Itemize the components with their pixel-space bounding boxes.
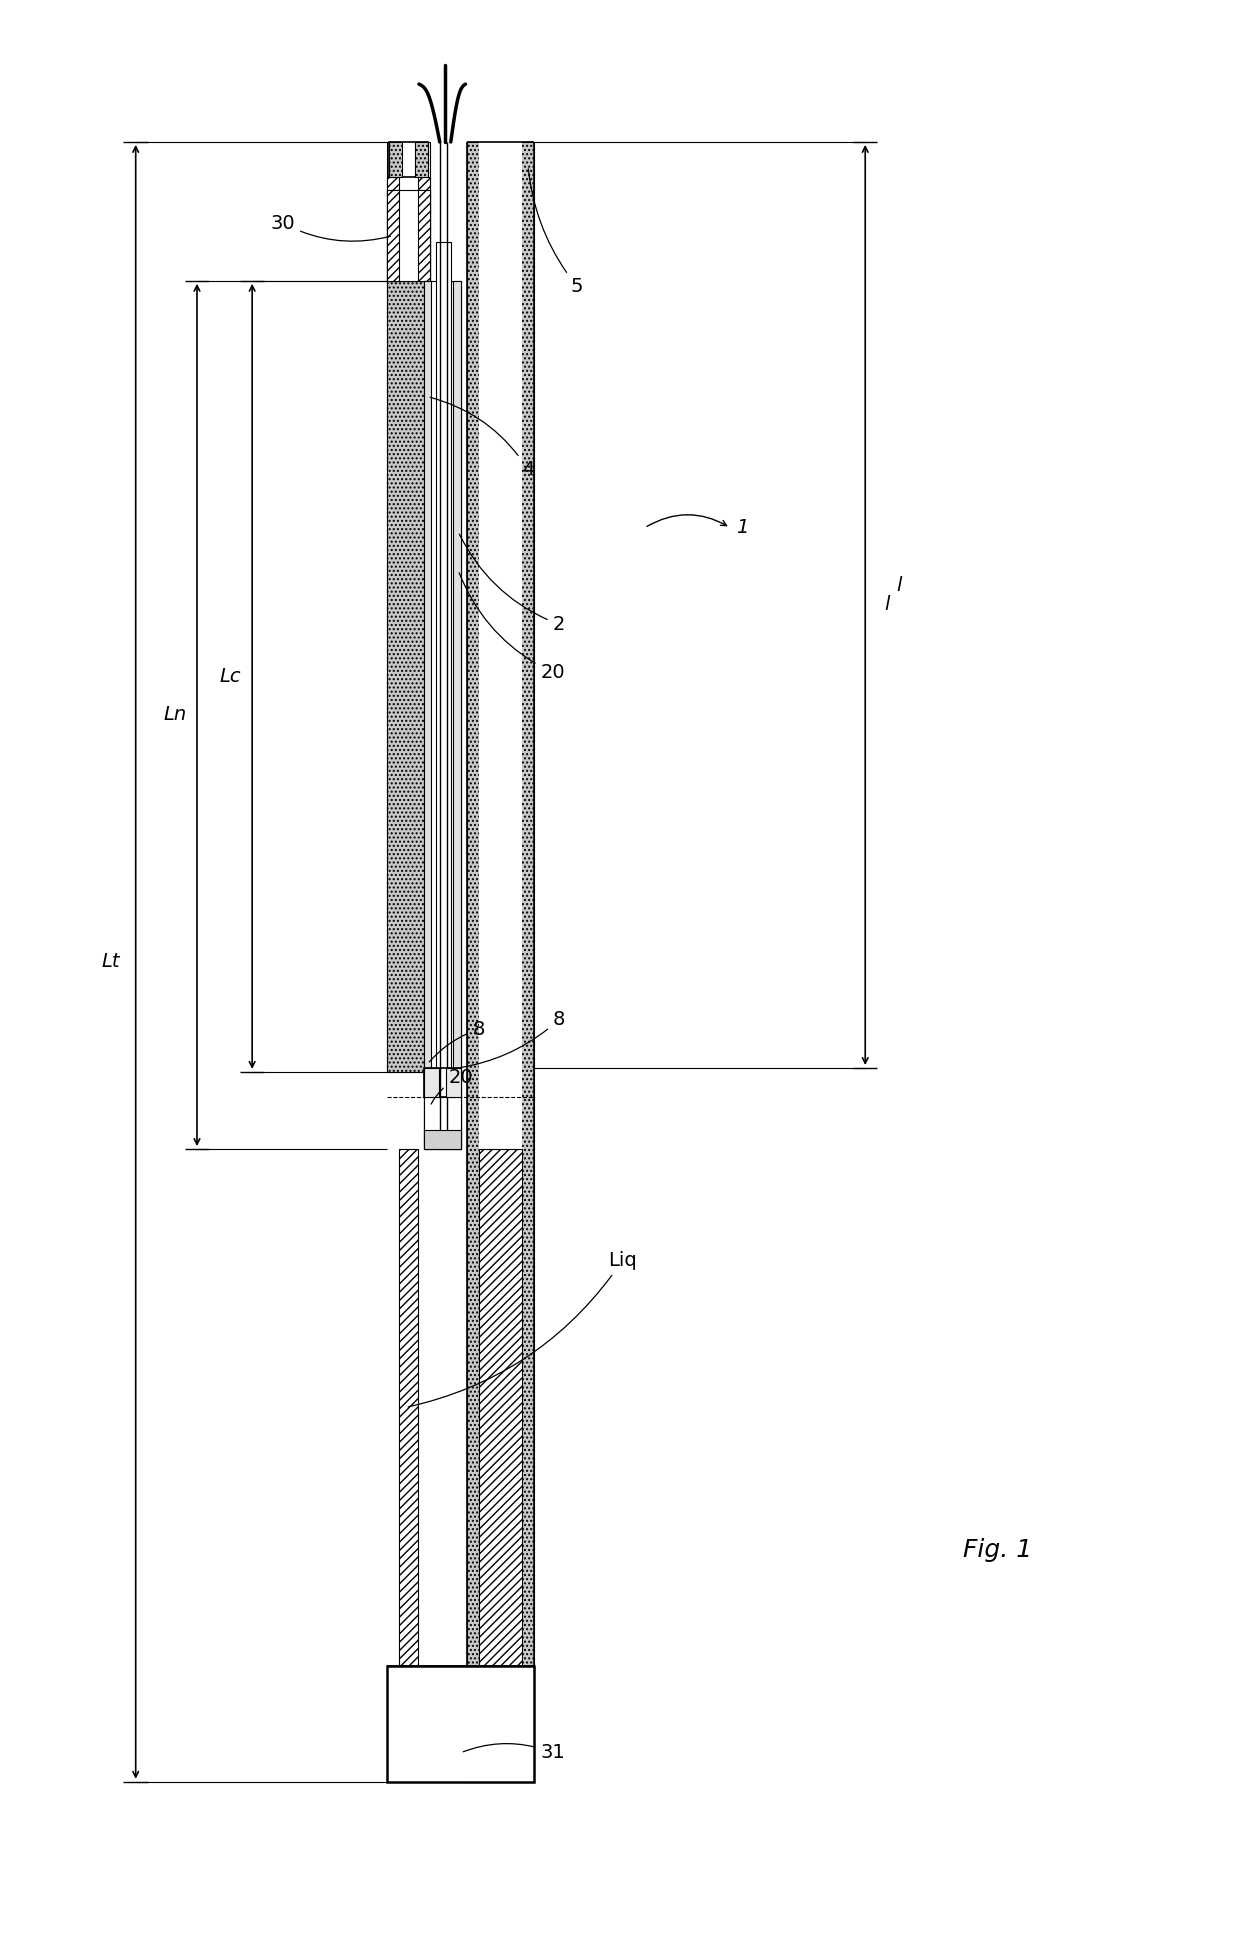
Text: l: l [884, 595, 890, 614]
Text: 20: 20 [459, 573, 565, 682]
Bar [415, 142, 428, 177]
Text: 1: 1 [737, 519, 749, 538]
Bar [387, 1665, 534, 1782]
Bar [418, 190, 430, 282]
Bar [387, 142, 430, 1073]
Text: Ln: Ln [164, 705, 186, 725]
Text: 8: 8 [461, 1010, 565, 1067]
Text: Fig. 1: Fig. 1 [963, 1539, 1033, 1562]
Text: 20: 20 [432, 1069, 472, 1104]
Text: Lt: Lt [102, 952, 120, 972]
Bar [387, 282, 430, 1073]
Bar [387, 190, 430, 282]
Bar [387, 190, 399, 282]
Text: l: l [895, 577, 901, 595]
Text: 30: 30 [270, 214, 391, 241]
Bar [424, 282, 460, 1148]
Bar [446, 1069, 460, 1098]
Bar [424, 282, 432, 1148]
Bar [399, 1148, 418, 1665]
Text: 4: 4 [430, 396, 534, 480]
Bar [479, 1148, 522, 1665]
Bar [454, 282, 460, 1148]
Text: 5: 5 [528, 169, 584, 295]
Bar [479, 142, 522, 1665]
Text: Liq: Liq [408, 1251, 636, 1407]
Bar [424, 1098, 460, 1148]
Bar [466, 142, 534, 1782]
Bar [418, 177, 430, 282]
Text: 8: 8 [429, 1020, 485, 1063]
Text: 2: 2 [459, 534, 565, 633]
Bar [424, 1129, 460, 1148]
Text: 31: 31 [464, 1743, 565, 1762]
Bar [389, 142, 402, 177]
Bar [389, 142, 428, 177]
Text: Lc: Lc [219, 666, 241, 686]
Bar [424, 1069, 439, 1098]
Bar [387, 177, 399, 282]
Bar [436, 243, 451, 1148]
Bar [424, 1069, 460, 1098]
